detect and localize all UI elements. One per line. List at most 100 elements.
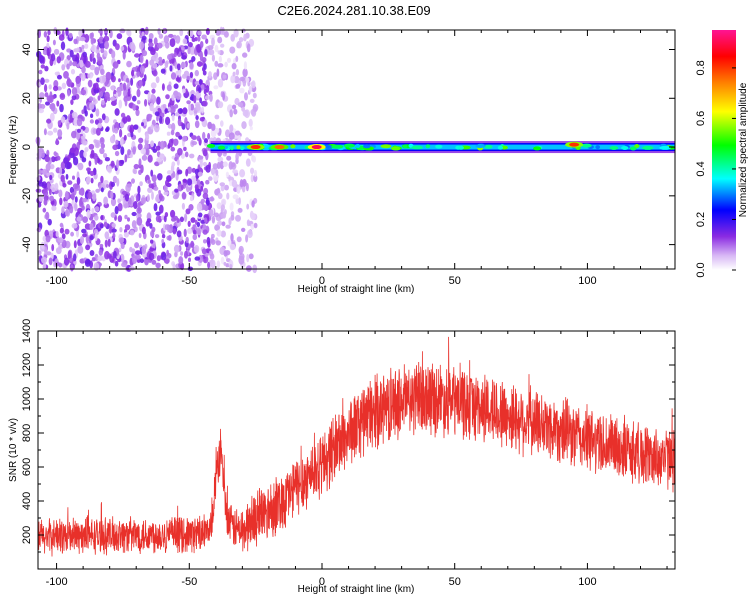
noise-cell (253, 222, 258, 229)
noise-cell (56, 56, 61, 64)
noise-cell (220, 230, 226, 238)
noise-cell (119, 128, 123, 138)
noise-cell (149, 59, 155, 66)
noise-cell (235, 55, 239, 63)
noise-cell (89, 170, 95, 176)
noise-cell (179, 29, 184, 37)
noise-cell (189, 153, 195, 159)
noise-cell (45, 251, 52, 256)
signal-cell (497, 145, 503, 150)
noise-cell (157, 42, 163, 49)
noise-cell (211, 37, 215, 47)
noise-cell (216, 68, 220, 77)
noise-cell (124, 214, 128, 220)
noise-cell (217, 101, 224, 109)
noise-cell (251, 200, 255, 208)
noise-cell (248, 85, 253, 93)
noise-cell (246, 219, 250, 227)
noise-cell (173, 244, 180, 253)
noise-cell (196, 227, 202, 236)
noise-cell (107, 238, 111, 247)
signal-cell (595, 145, 600, 150)
noise-cell (93, 262, 100, 271)
noise-cell (151, 191, 154, 200)
noise-cell (233, 75, 240, 84)
noise-cell (175, 35, 181, 44)
noise-cell (217, 78, 224, 88)
noise-cell (37, 169, 43, 175)
noise-cell (156, 255, 161, 262)
noise-cell (103, 180, 109, 185)
noise-cell (85, 60, 91, 68)
noise-cell (182, 88, 186, 94)
noise-cell (144, 99, 148, 107)
spectrogram-x-axis-label: Height of straight line (km) (298, 284, 415, 295)
noise-cell (81, 44, 85, 50)
noise-cell (116, 159, 120, 169)
noise-cell (196, 202, 203, 212)
noise-cell (92, 193, 97, 202)
noise-cell (66, 122, 70, 130)
noise-cell (154, 111, 160, 117)
signal-cell (363, 144, 371, 149)
noise-cell (185, 168, 189, 177)
noise-cell (158, 193, 163, 201)
signal-line (210, 144, 676, 150)
noise-cell (101, 113, 106, 121)
noise-cell (135, 109, 140, 117)
noise-cell (110, 212, 116, 218)
noise-cell (68, 32, 73, 39)
noise-cell (46, 182, 50, 189)
noise-cell (49, 188, 52, 196)
noise-cell (236, 186, 241, 194)
noise-cell (133, 201, 138, 209)
noise-cell (131, 178, 135, 184)
noise-cell (152, 63, 158, 69)
noise-cell (200, 198, 206, 204)
noise-cell (45, 163, 51, 172)
noise-cell (78, 30, 83, 37)
noise-cell (112, 61, 119, 69)
noise-cell (229, 109, 233, 118)
noise-cell (98, 249, 104, 256)
noise-cell (194, 80, 200, 86)
y-tick-label: 400 (21, 492, 33, 510)
noise-cell (90, 36, 94, 45)
noise-cell (84, 258, 91, 267)
colorbar-gradient (712, 30, 736, 270)
noise-cell (76, 177, 81, 185)
noise-cell (150, 239, 154, 244)
noise-cell (172, 138, 179, 146)
strong-spot (250, 145, 261, 150)
noise-cell (69, 186, 74, 194)
noise-cell (44, 78, 50, 83)
noise-cell (151, 259, 157, 265)
noise-cell (213, 212, 220, 218)
noise-cell (232, 169, 239, 174)
spectrogram-y-axis-label: Frequency (Hz) (8, 116, 19, 185)
noise-cell (208, 196, 215, 202)
noise-cell (187, 220, 191, 227)
noise-cell (131, 220, 137, 229)
noise-cell (135, 194, 139, 203)
noise-cell (136, 100, 141, 105)
noise-cell (252, 155, 256, 163)
noise-cell (65, 27, 69, 36)
noise-cell (149, 102, 154, 112)
noise-cell (214, 44, 219, 53)
noise-cell (81, 198, 88, 203)
noise-cell (99, 137, 105, 145)
noise-cell (113, 250, 117, 259)
noise-cell (182, 135, 188, 142)
noise-cell (147, 91, 151, 101)
noise-cell (72, 54, 78, 62)
noise-cell (201, 248, 207, 255)
colorbar-label: Normalized spectral amplitude (738, 82, 749, 217)
noise-cell (76, 47, 80, 53)
noise-cell (51, 205, 57, 211)
noise-cell (79, 36, 86, 42)
noise-cell (223, 31, 229, 38)
noise-cell (129, 246, 133, 253)
noise-cell (116, 33, 123, 40)
noise-cell (220, 184, 225, 192)
